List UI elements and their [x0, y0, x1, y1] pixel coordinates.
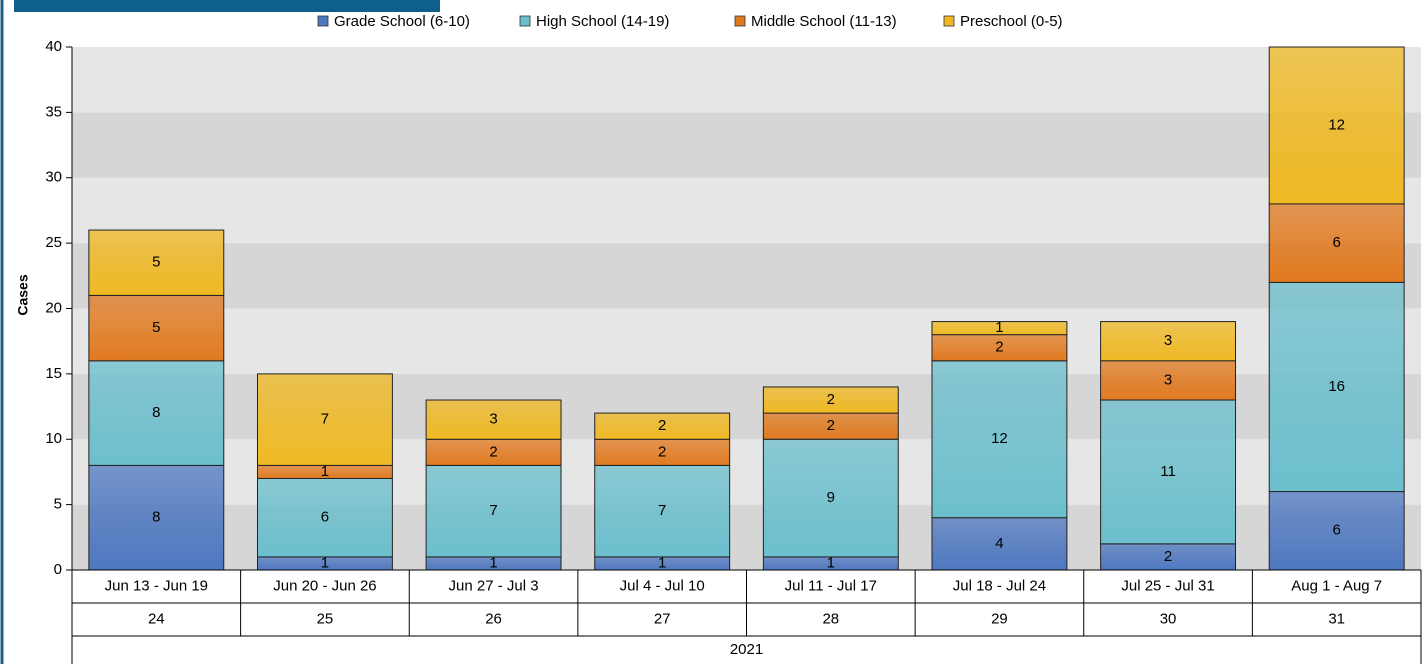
data-label: 3 [489, 411, 497, 428]
week-label: 25 [317, 610, 334, 627]
legend-swatch [317, 15, 329, 27]
data-label: 16 [1328, 378, 1345, 395]
week-label: 27 [654, 610, 671, 627]
bar-segment [1100, 321, 1237, 362]
grid-band [72, 177, 1421, 244]
year-label: 2021 [730, 641, 763, 658]
y-tick-label: 30 [45, 169, 62, 186]
x-tick-label: Aug 1 - Aug 7 [1291, 577, 1382, 594]
x-tick-label: Jul 4 - Jul 10 [620, 577, 705, 594]
data-label: 2 [1164, 548, 1172, 565]
data-label: 3 [1164, 332, 1172, 349]
data-label: 2 [658, 417, 666, 434]
grid-band [72, 112, 1421, 178]
bar-segment [762, 386, 899, 414]
legend-label: Middle School (11-13) [751, 13, 897, 30]
bar-segment [1100, 543, 1237, 571]
data-label: 1 [321, 463, 329, 480]
data-label: 12 [1328, 116, 1345, 133]
data-label: 2 [827, 391, 835, 408]
week-label: 28 [822, 610, 839, 627]
bar-segment [88, 360, 225, 466]
data-label: 4 [995, 535, 1003, 552]
data-label: 1 [827, 554, 835, 571]
data-label: 2 [489, 443, 497, 460]
legend-label: High School (14-19) [536, 13, 669, 30]
bar-segment [88, 464, 225, 571]
bar-segment [256, 477, 393, 558]
data-label: 8 [152, 404, 160, 421]
bar-segment [425, 464, 562, 558]
bar-segment [1268, 203, 1405, 283]
bar-segment [1268, 281, 1405, 493]
data-label: 8 [152, 509, 160, 526]
bar-segment [1100, 360, 1237, 401]
legend-swatch [943, 15, 955, 27]
bar-segment [1268, 46, 1405, 205]
bar-segment [425, 438, 562, 466]
grid-band [72, 47, 1421, 113]
data-label: 7 [321, 411, 329, 428]
data-label: 7 [658, 502, 666, 519]
x-tick-label: Jul 11 - Jul 17 [785, 577, 877, 594]
data-label: 6 [1333, 522, 1341, 539]
data-label: 1 [489, 554, 497, 571]
data-label: 5 [152, 254, 160, 271]
data-label: 12 [991, 430, 1008, 447]
data-label: 5 [152, 319, 160, 336]
legend-label: Grade School (6-10) [334, 13, 470, 30]
week-label: 24 [148, 610, 165, 627]
data-label: 1 [658, 554, 666, 571]
week-label: 29 [991, 610, 1008, 627]
legend-swatch [734, 15, 746, 27]
bar-segment [256, 373, 393, 466]
data-label: 1 [321, 554, 329, 571]
legend-label: Preschool (0-5) [960, 13, 1063, 30]
x-tick-label: Jun 20 - Jun 26 [273, 577, 376, 594]
data-label: 2 [827, 417, 835, 434]
bar-segment [931, 360, 1068, 519]
bar-segment [88, 229, 225, 296]
data-label: 11 [1160, 463, 1176, 480]
bar-segment [88, 294, 225, 362]
x-tick-label: Jun 27 - Jul 3 [449, 577, 539, 594]
bar-segment [931, 321, 1068, 336]
data-label: 1 [995, 319, 1003, 336]
legend-swatch [519, 15, 531, 27]
bar-segment [594, 464, 731, 558]
y-tick-label: 5 [54, 496, 62, 513]
data-label: 7 [489, 502, 497, 519]
bar-segment [931, 517, 1068, 571]
y-axis-label: Cases [15, 274, 31, 315]
data-label: 6 [1333, 234, 1341, 251]
data-label: 3 [1164, 371, 1172, 388]
grid-band [72, 243, 1421, 309]
y-tick-label: 10 [45, 430, 62, 447]
y-tick-label: 40 [45, 38, 62, 55]
bar-segment [762, 438, 899, 558]
y-tick-label: 35 [45, 103, 62, 120]
data-label: 2 [995, 339, 1003, 356]
title-banner [14, 0, 440, 12]
bar-segment [594, 412, 731, 440]
data-label: 2 [658, 443, 666, 460]
y-tick-label: 15 [45, 365, 62, 382]
y-tick-label: 25 [45, 234, 62, 251]
x-tick-label: Jul 18 - Jul 24 [953, 577, 1046, 594]
y-tick-label: 0 [54, 561, 62, 578]
data-label: 6 [321, 509, 329, 526]
week-label: 26 [485, 610, 502, 627]
bar-segment [931, 334, 1068, 362]
bar-segment [1100, 399, 1237, 545]
x-tick-label: Jul 25 - Jul 31 [1121, 577, 1214, 594]
y-tick-label: 20 [45, 299, 62, 316]
week-label: 30 [1160, 610, 1177, 627]
x-tick-label: Jun 13 - Jun 19 [105, 577, 208, 594]
data-label: 9 [827, 489, 835, 506]
week-label: 31 [1328, 610, 1345, 627]
bar-segment [425, 399, 562, 440]
bar-segment [762, 412, 899, 440]
